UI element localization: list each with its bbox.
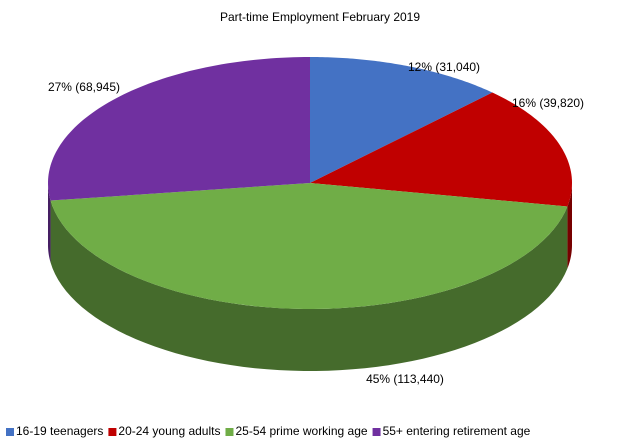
- legend-swatch: [6, 428, 14, 436]
- legend-swatch: [108, 428, 117, 436]
- pie-tops: [48, 57, 572, 309]
- pie-sides: [48, 183, 572, 371]
- slice: [48, 57, 311, 201]
- legend-label: 55+ entering retirement age: [383, 424, 531, 438]
- legend-label: 16-19 teenagers: [16, 424, 103, 438]
- legend-swatch: [372, 428, 381, 436]
- slice: [50, 183, 568, 309]
- slice-side: [48, 183, 51, 263]
- slice-side: [50, 200, 568, 371]
- chart-title: Part-time Employment February 2019: [220, 10, 420, 24]
- data-label: 12% (31,040): [408, 60, 480, 74]
- slice-side: [567, 183, 572, 269]
- data-label: 16% (39,820): [512, 96, 584, 110]
- legend-label: 20-24 young adults: [118, 424, 220, 438]
- data-labels: 12% (31,040) 16% (39,820) 45% (113,440) 27%…: [48, 60, 584, 386]
- data-label: 27% (68,945): [48, 80, 120, 94]
- legend-label: 25-54 prime working age: [235, 424, 367, 438]
- slice: [310, 57, 493, 183]
- slice: [310, 92, 572, 207]
- legend: 16-19 teenagers 20-24 young adults 25-54 p…: [6, 424, 531, 438]
- data-label: 45% (113,440): [366, 372, 444, 386]
- legend-swatch: [225, 428, 234, 436]
